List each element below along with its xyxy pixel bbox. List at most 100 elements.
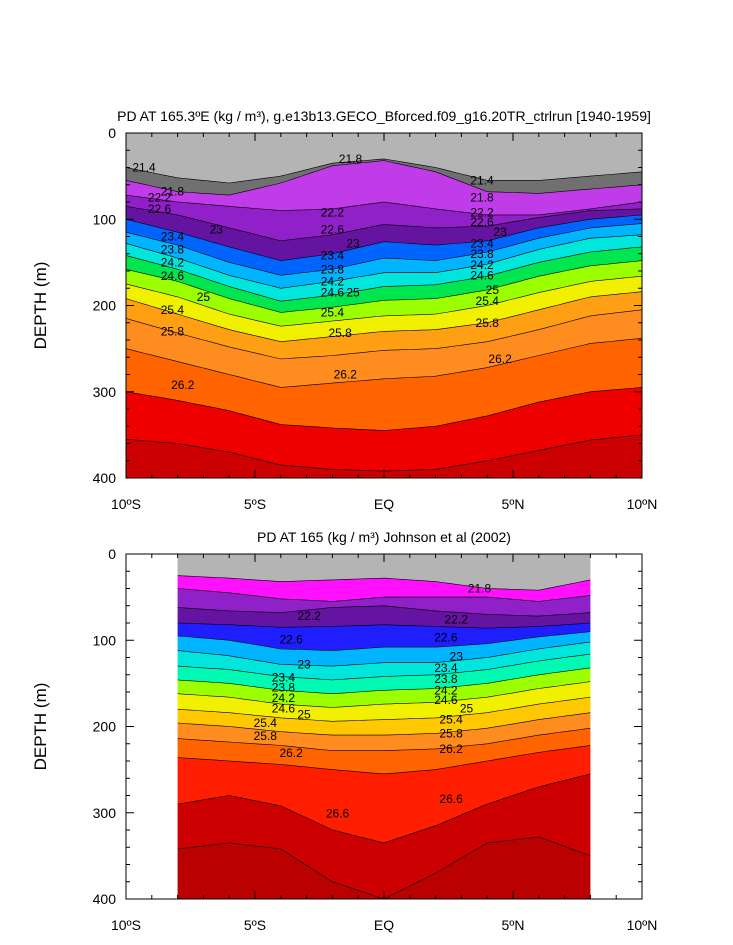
isopycnal-line — [177, 653, 591, 681]
isopycnal-line — [177, 712, 591, 736]
contour-label: 22.2 — [470, 205, 494, 219]
contour-label: 25.8 — [439, 726, 463, 740]
contour-label: 23.8 — [272, 681, 296, 695]
contour-label: 24.6 — [272, 701, 296, 715]
contour-label: 22.2 — [298, 609, 322, 623]
contour-label: 24.2 — [161, 255, 185, 269]
isopycnal-line — [177, 605, 591, 617]
contour-label: 25.4 — [254, 716, 278, 730]
contour-label: 23 — [346, 236, 360, 250]
y-tick-label: 200 — [93, 298, 117, 314]
isopycnal-line — [177, 575, 591, 591]
isopycnal-line — [177, 727, 591, 751]
y-tick-label: 100 — [93, 632, 117, 648]
contour-label: 23 — [297, 657, 311, 671]
y-tick-label: 200 — [93, 719, 117, 735]
contour-label: 25.8 — [161, 324, 185, 338]
contour-label: 22.2 — [148, 191, 172, 205]
contour-label: 23 — [210, 223, 224, 237]
y-axis-label: DEPTH (m) — [31, 262, 50, 350]
contour-label: 23.8 — [470, 247, 494, 261]
x-tick-label: 10ºN — [627, 917, 658, 933]
contour-label: 22.2 — [445, 613, 469, 627]
isopycnal-line — [126, 291, 642, 343]
contour-label: 21.4 — [470, 173, 494, 187]
contour-label: 23.8 — [161, 242, 185, 256]
isopycnal-line — [177, 622, 591, 629]
x-tick-label: 5ºN — [501, 917, 524, 933]
contour-label: 24.2 — [272, 691, 296, 705]
y-tick-label: 400 — [93, 891, 117, 907]
isopycnal-line — [126, 260, 642, 313]
y-tick-label: 100 — [93, 211, 117, 227]
contour-label: 23.4 — [470, 236, 494, 250]
contour-label: 25.4 — [161, 303, 185, 317]
contour-label: 21.8 — [339, 152, 363, 166]
contour-label: 21.8 — [161, 185, 185, 199]
contour-label: 25 — [346, 286, 360, 300]
isopycnal-line — [126, 338, 642, 388]
contour-label: 26.2 — [171, 378, 195, 392]
isopycnal-line — [126, 206, 642, 242]
contour-label: 25.8 — [328, 326, 352, 340]
isopycnal-line — [177, 696, 591, 722]
contour-label: 23 — [493, 225, 507, 239]
isopycnal-line — [126, 246, 642, 302]
chart-title: PD AT 165.3ºE (kg / m³), g.e13b13.GECO_B… — [117, 108, 651, 124]
contour-label: 25.4 — [321, 305, 345, 319]
contour-label: 23.8 — [434, 672, 458, 686]
y-tick-label: 0 — [108, 125, 116, 141]
x-tick-label: 5ºN — [501, 496, 524, 512]
contour-label: 22.6 — [321, 223, 345, 237]
isopycnal-line — [126, 158, 642, 184]
panel-2: PD AT 165 (kg / m³) Johnson et al (2002)… — [31, 529, 657, 933]
isopycnal-line — [177, 773, 591, 844]
contour-label: 23.4 — [434, 661, 458, 675]
x-tick-label: 10ºN — [627, 496, 658, 512]
contour-label: 23.8 — [321, 262, 345, 276]
contour-label: 22.6 — [279, 632, 303, 646]
isopycnal-line — [126, 214, 642, 261]
contour-label: 25 — [197, 290, 211, 304]
contour-label: 22.2 — [321, 205, 345, 219]
x-tick-label: 5ºS — [244, 917, 266, 933]
contour-label: 26.6 — [439, 792, 463, 806]
contour-label: 26.2 — [488, 352, 512, 366]
density-field — [177, 554, 591, 899]
y-tick-label: 300 — [93, 384, 117, 400]
contour-label: 25 — [297, 707, 311, 721]
contour-label: 24.2 — [321, 274, 345, 288]
contour-label: 25 — [486, 283, 500, 297]
isopycnal-line — [126, 387, 642, 431]
contour-label: 25.4 — [476, 294, 500, 308]
y-axis-label: DEPTH (m) — [31, 683, 50, 771]
contour-label: 24.6 — [434, 693, 458, 707]
x-tick-label: 5ºS — [244, 496, 266, 512]
contour-label: 24.6 — [321, 286, 345, 300]
y-tick-label: 300 — [93, 805, 117, 821]
isopycnal-line — [126, 309, 642, 360]
contour-label: 25.4 — [439, 713, 463, 727]
contour-label: 26.2 — [334, 368, 358, 382]
x-tick-label: 10ºS — [111, 917, 141, 933]
isopycnal-line — [126, 223, 642, 276]
density-field — [126, 133, 642, 478]
contour-label: 24.2 — [470, 258, 494, 272]
contour-label: 21.8 — [470, 191, 494, 205]
isopycnal-line — [177, 745, 591, 775]
isopycnal-line — [126, 234, 642, 289]
x-tick-label: 10ºS — [111, 496, 141, 512]
contour-label: 23 — [450, 650, 464, 664]
contour-label: 23.4 — [161, 230, 185, 244]
contour-label: 24.2 — [434, 683, 458, 697]
contour-label: 25.8 — [476, 316, 500, 330]
contour-label: 26.6 — [326, 807, 350, 821]
isopycnal-line — [177, 836, 591, 899]
isopycnal-line — [177, 588, 591, 602]
contour-label: 23.4 — [272, 670, 296, 684]
isopycnal-line — [177, 641, 591, 667]
contour-label: 22.6 — [434, 631, 458, 645]
y-tick-label: 400 — [93, 470, 117, 486]
contour-label: 24.6 — [470, 268, 494, 282]
